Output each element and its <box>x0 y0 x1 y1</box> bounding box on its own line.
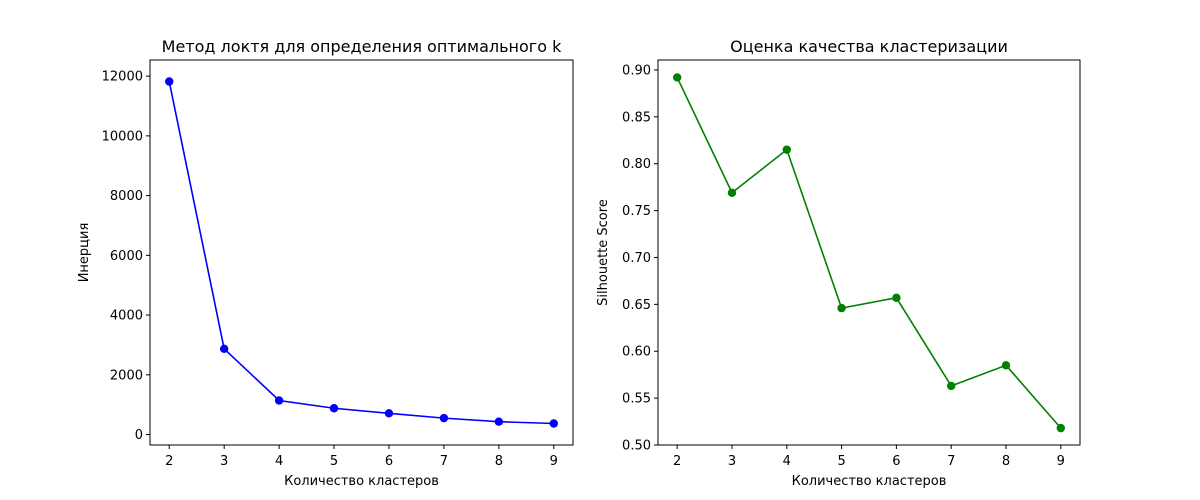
silhouette-data-point <box>672 73 682 82</box>
silhouette-y-tick-label: 0.90 <box>622 63 651 78</box>
silhouette-x-tick-label: 3 <box>728 454 736 469</box>
silhouette-x-tick-label: 8 <box>1002 454 1010 469</box>
silhouette-data-point <box>892 293 901 302</box>
silhouette-x-tick-label: 7 <box>947 454 955 469</box>
silhouette-x-tick-label: 2 <box>673 454 681 469</box>
elbow-x-tick-label: 8 <box>495 454 503 469</box>
silhouette-y-tick-label: 0.55 <box>622 392 651 407</box>
silhouette-x-tick-label: 5 <box>837 454 845 469</box>
elbow-y-tick-label: 0 <box>135 428 143 443</box>
elbow-y-tick-label: 6000 <box>110 249 143 264</box>
silhouette-chart-title: Оценка качества кластеризации <box>730 37 1008 56</box>
silhouette-y-tick-label: 0.50 <box>622 439 651 454</box>
silhouette-x-tick-label: 9 <box>1057 454 1065 469</box>
elbow-data-point <box>329 404 339 413</box>
elbow-series-line <box>168 81 554 425</box>
silhouette-y-tick-label: 0.60 <box>622 345 651 360</box>
elbow-y-tick-label: 4000 <box>110 309 143 324</box>
elbow-data-point <box>494 417 504 426</box>
silhouette-y-axis-label: Silhouette Score <box>596 199 611 306</box>
silhouette-x-tick-label: 6 <box>892 454 900 469</box>
silhouette-data-point <box>727 188 737 197</box>
elbow-y-tick-label: 10000 <box>102 129 143 144</box>
silhouette-x-tick-label: 4 <box>783 454 791 469</box>
elbow-data-point <box>219 344 229 354</box>
elbow-y-tick-label: 8000 <box>110 189 143 204</box>
silhouette-data-point <box>947 381 956 391</box>
silhouette-data-point <box>1056 423 1066 433</box>
elbow-x-tick-label: 3 <box>220 454 228 469</box>
elbow-x-tick-label: 6 <box>385 454 393 469</box>
silhouette-y-tick-label: 0.65 <box>622 298 651 313</box>
elbow-chart-title: Метод локтя для определения оптимального… <box>162 37 562 56</box>
elbow-chart: Метод локтя для определения оптимального… <box>77 37 574 489</box>
elbow-x-tick-label: 2 <box>165 454 173 469</box>
elbow-x-axis-label: Количество кластеров <box>284 474 439 489</box>
elbow-x-tick-label: 4 <box>275 454 283 469</box>
silhouette-data-point <box>1001 361 1011 370</box>
silhouette-y-tick-label: 0.85 <box>622 110 651 125</box>
silhouette-y-tick-label: 0.80 <box>622 157 651 172</box>
elbow-y-tick-label: 2000 <box>110 368 143 383</box>
elbow-plot-frame <box>149 59 574 446</box>
elbow-data-point <box>439 413 449 423</box>
elbow-x-tick-label: 9 <box>550 454 558 469</box>
silhouette-chart: Оценка качества кластеризации Количество … <box>596 37 1081 489</box>
silhouette-data-point <box>782 145 791 154</box>
elbow-data-point <box>274 396 284 405</box>
silhouette-y-tick-label: 0.70 <box>622 251 651 266</box>
silhouette-data-point <box>837 303 846 313</box>
elbow-data-point <box>384 409 394 418</box>
elbow-x-tick-label: 7 <box>440 454 448 469</box>
elbow-data-point <box>549 419 558 428</box>
silhouette-y-tick-label: 0.75 <box>622 204 651 219</box>
elbow-data-point <box>165 77 174 86</box>
elbow-y-axis-label: Инерция <box>77 223 92 283</box>
elbow-y-tick-label: 12000 <box>102 70 143 85</box>
elbow-x-tick-label: 5 <box>330 454 338 469</box>
silhouette-x-axis-label: Количество кластеров <box>792 474 947 489</box>
silhouette-plot-frame <box>657 59 1081 446</box>
silhouette-series-line <box>676 77 1062 429</box>
